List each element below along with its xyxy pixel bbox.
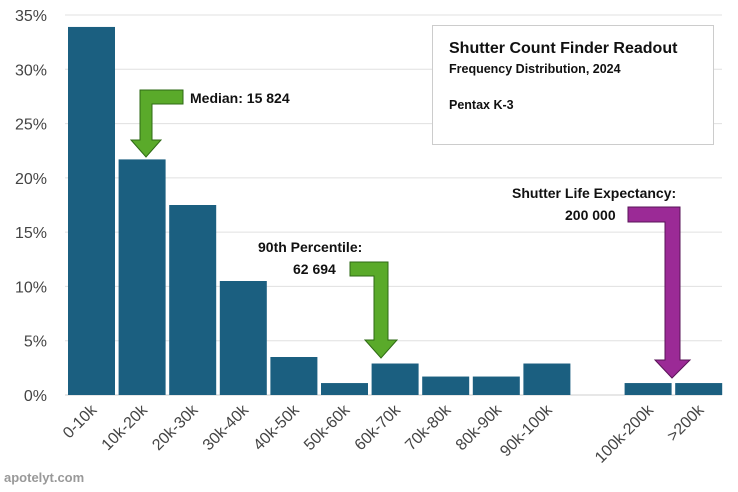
x-tick-label: 80k-90k [453,401,506,454]
bar-70k-80k [422,376,470,395]
x-tick-label: 20k-30k [149,401,202,454]
x-tick-label: 10k-20k [99,401,152,454]
x-tick-label: 30k-40k [200,401,253,454]
y-tick-label: 5% [24,334,47,351]
y-tick-label: 35% [15,8,47,25]
median-arrow [129,89,184,158]
bar-60k-70k [371,363,419,395]
bar-30k-40k [219,281,267,395]
y-tick-label: 10% [15,279,47,296]
legend-box: Shutter Count Finder Readout Frequency D… [432,25,714,145]
bar-50k-60k [321,383,368,395]
chart-title: Shutter Count Finder Readout [449,40,678,57]
x-tick-label: 0-10k [60,401,101,442]
median-label: Median: 15 824 [190,90,290,106]
x-tick-label: >200k [664,401,708,445]
y-tick-label: 20% [15,171,47,188]
y-tick-label: 0% [24,388,47,405]
camera-model: Pentax K-3 [449,98,514,112]
p90-label-line2: 62 694 [293,261,336,277]
p90-label-line1: 90th Percentile: [258,239,362,255]
x-tick-label: 100k-200k [592,401,658,467]
x-tick-label: 40k-50k [250,401,303,454]
y-tick-label: 25% [15,117,47,134]
x-tick-label: 50k-60k [301,401,354,454]
x-tick-label: 70k-80k [402,401,455,454]
chart-subtitle: Frequency Distribution, 2024 [449,62,621,76]
watermark: apotelyt.com [4,470,85,485]
bar-20k-30k [169,205,217,395]
p90-arrow [349,261,399,359]
y-tick-label: 15% [15,225,47,242]
x-tick-label: 60k-70k [352,401,405,454]
x-tick-label: 90k-100k [497,401,556,460]
bar-10k-20k [118,159,166,395]
bar-80k-90k [472,376,520,395]
bar-40k-50k [270,357,318,395]
bar->200k [675,383,723,395]
bar-90k-100k [523,363,571,395]
life-label-line1: Shutter Life Expectancy: [512,185,676,201]
life-expectancy-arrow [627,206,692,379]
y-tick-label: 30% [15,62,47,79]
bar-0-10k [68,26,115,395]
bar-100k-200k [624,383,672,395]
life-label-line2: 200 000 [565,207,616,223]
